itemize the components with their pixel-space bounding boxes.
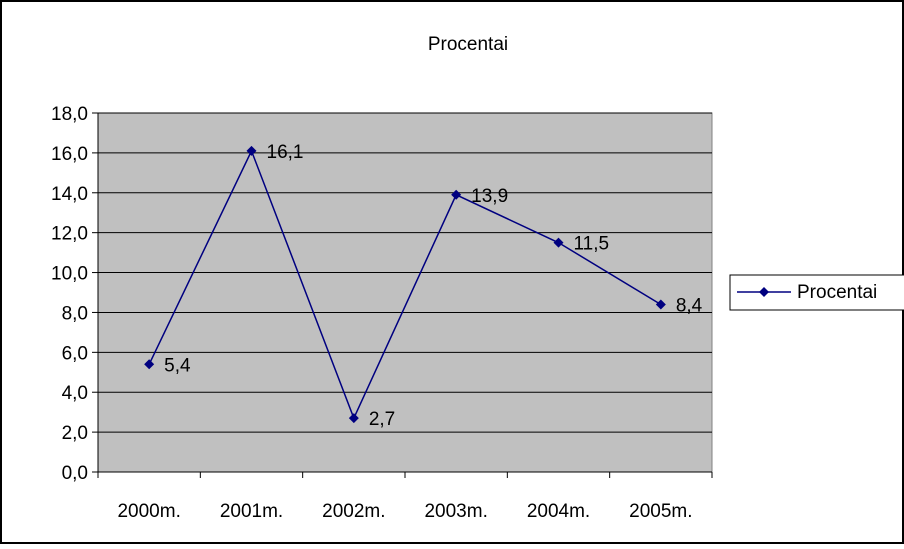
data-label: 13,9	[471, 186, 508, 207]
x-tick-label: 2002m.	[322, 501, 385, 522]
data-label: 2,7	[369, 409, 395, 430]
data-point-marker	[348, 413, 359, 424]
y-tick-label: 10,0	[51, 264, 88, 285]
x-tick-label: 2004m.	[527, 501, 590, 522]
data-point-marker	[553, 237, 564, 248]
chart-title: Procentai	[428, 34, 508, 55]
plot-area: 0,0 2,0 4,0 6,0 8,0 10,0 12,0 14,0 16,0 18,0 2000m…	[51, 104, 713, 522]
data-label: 8,4	[676, 295, 703, 316]
x-tick-label: 2000m.	[117, 501, 180, 522]
y-tick-label: 18,0	[51, 104, 88, 125]
plot-background	[97, 112, 713, 473]
legend-marker-swatch	[759, 287, 769, 297]
legend-label: Procentai	[797, 282, 877, 303]
y-tick-label: 16,0	[51, 144, 88, 165]
y-tick-label: 2,0	[62, 423, 88, 444]
data-point-marker	[655, 299, 666, 310]
data-point-marker	[246, 145, 257, 156]
y-tick-label: 8,0	[62, 303, 88, 324]
data-point-marker	[451, 189, 462, 200]
data-label: 11,5	[574, 234, 610, 255]
y-tick-label: 6,0	[62, 343, 88, 364]
series-line	[148, 148, 662, 421]
y-tick-label: 0,0	[62, 463, 88, 484]
x-tick-label: 2001m.	[220, 501, 283, 522]
y-tick-label: 4,0	[62, 383, 88, 404]
x-tick-label: 2003m.	[424, 501, 487, 522]
data-label: 16,1	[267, 142, 304, 163]
y-tick-label: 12,0	[51, 224, 88, 245]
legend: Procentai	[729, 274, 904, 311]
x-tick-label: 2005m.	[629, 501, 692, 522]
data-label: 5,4	[164, 355, 191, 376]
data-point-marker	[144, 359, 155, 370]
y-tick-label: 14,0	[51, 184, 88, 205]
